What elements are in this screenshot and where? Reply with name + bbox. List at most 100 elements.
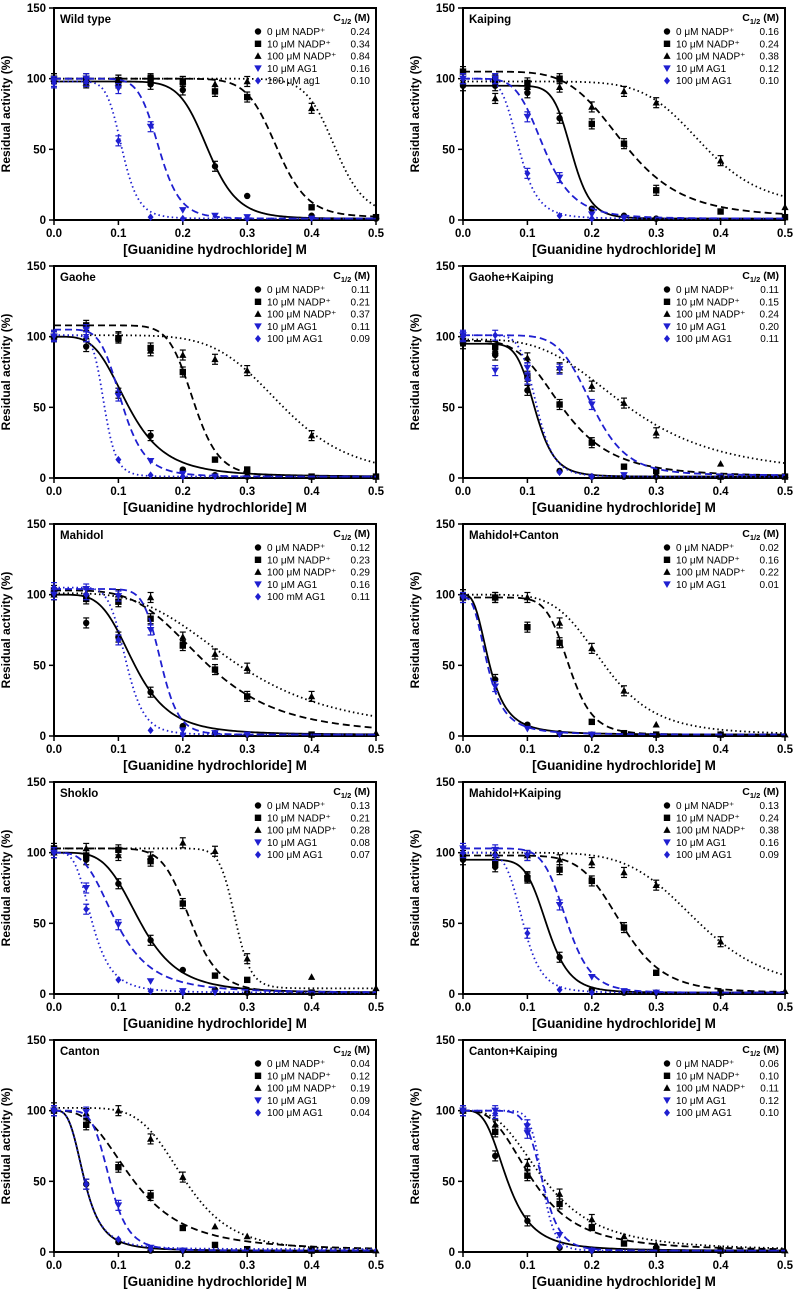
legend-c-half: 0.15 [760, 297, 780, 308]
data-point [556, 639, 563, 646]
chart-panel: 0 50 100 150 0.0 0.1 0.2 0.3 0.4 0.5 [Guanidine hy… [408, 1035, 794, 1289]
legend-marker [255, 850, 261, 859]
chart-panel: 0 50 100 150 0.0 0.1 0.2 0.3 0.4 0.5 [Guanidine hy… [0, 519, 385, 773]
chart-title: Canton+Kaiping [469, 1046, 558, 1058]
fit-curve [463, 342, 785, 478]
y-tick-label: 0 [449, 215, 455, 227]
data-point [524, 874, 531, 882]
y-tick-label: 0 [449, 1247, 455, 1259]
legend-label: 10 μM NADP⁺ [676, 39, 740, 50]
data-point [556, 115, 563, 122]
data-point [524, 1121, 531, 1129]
y-tick-label: 50 [33, 144, 46, 156]
y-tick-label: 0 [40, 215, 46, 227]
x-tick-label: 0.2 [175, 1260, 191, 1272]
data-point [147, 471, 154, 479]
data-point [781, 203, 789, 211]
series: 100 μM NADP⁺ 0.37 [50, 310, 380, 480]
data-point [51, 331, 57, 340]
fit-curve [54, 1109, 376, 1252]
data-point [491, 347, 499, 354]
fit-curve [463, 1109, 785, 1252]
y-tick-label: 100 [436, 848, 455, 860]
data-point [211, 88, 219, 95]
series: 100 μM AG1 0.09 [460, 847, 785, 997]
data-point [114, 851, 122, 859]
c-half-header: C1/2 (M) [333, 528, 370, 542]
series: 100 μM NADP⁺ 0.84 [50, 52, 380, 219]
chart-title: Kaiping [469, 14, 511, 26]
legend-c-half: 0.24 [760, 310, 780, 321]
legend-label: 100 μM NADP⁺ [267, 568, 336, 579]
c-half-header: C1/2 (M) [742, 1044, 779, 1058]
legend-marker [255, 592, 261, 601]
data-point [620, 472, 628, 479]
data-point [179, 900, 186, 907]
legend-marker [663, 814, 671, 821]
x-tick-label: 0.2 [175, 744, 191, 756]
fit-curve [463, 1109, 785, 1252]
x-tick-label: 0.0 [46, 228, 62, 240]
legend-label: 100 μM AG1 [267, 850, 323, 861]
legend-marker [663, 556, 671, 563]
y-tick-label: 150 [27, 261, 46, 273]
legend-c-half: 0.02 [760, 543, 780, 554]
data-point [556, 401, 563, 408]
legend-label: 0 μM NADP⁺ [676, 27, 734, 38]
data-point [588, 382, 596, 389]
plot-frame [462, 1039, 786, 1253]
chart-title: Mahidol [60, 530, 103, 542]
legend-c-half: 0.38 [760, 52, 780, 63]
c-half-header: C1/2 (M) [742, 528, 779, 542]
y-tick-label: 50 [33, 1176, 46, 1188]
data-point [83, 1121, 90, 1128]
y-tick-label: 0 [449, 731, 455, 743]
legend-c-half: 0.10 [760, 1108, 780, 1119]
c-half-header: C1/2 (M) [742, 12, 779, 26]
data-point [211, 650, 219, 657]
x-axis-label: [Guanidine hydrochloride] M [123, 1274, 307, 1289]
legend-c-half: 0.19 [351, 1084, 371, 1095]
y-tick-label: 150 [436, 3, 455, 15]
data-point [147, 432, 154, 439]
legend-label: 0 μM NADP⁺ [267, 285, 325, 296]
fit-curve [54, 77, 377, 208]
legend-label: 10 μM NADP⁺ [676, 297, 740, 308]
data-point [653, 1245, 660, 1253]
data-point [115, 976, 122, 984]
data-point [179, 838, 187, 846]
chart-panel: 0 50 100 150 0.0 0.1 0.2 0.3 0.4 0.5 [Guanidine hy… [0, 261, 385, 515]
series: 100 μM AG1 0.09 [51, 329, 376, 481]
data-point [524, 929, 531, 938]
legend-c-half: 0.11 [351, 322, 370, 333]
data-point [83, 590, 90, 599]
fit-curve [54, 1106, 377, 1251]
fit-curve [54, 80, 377, 220]
fit-curve [54, 851, 377, 994]
x-tick-label: 0.1 [110, 1260, 127, 1272]
fit-curve [463, 334, 786, 476]
x-tick-label: 0.3 [239, 744, 255, 756]
c-half-header: C1/2 (M) [333, 12, 370, 26]
data-point [179, 1224, 186, 1232]
x-tick-label: 0.0 [46, 744, 62, 756]
x-tick-label: 0.0 [455, 1260, 471, 1272]
legend-label: 10 μM AG1 [676, 580, 727, 591]
legend-label: 100 μM ag1 [267, 76, 320, 87]
x-tick-label: 0.2 [175, 486, 191, 498]
data-point [147, 615, 154, 622]
x-tick-label: 0.4 [304, 486, 321, 498]
data-point [115, 455, 122, 464]
series: 100 μM AG1 0.11 [460, 329, 785, 481]
x-axis-label: [Guanidine hydrochloride] M [532, 242, 716, 257]
legend-c-half: 0.11 [760, 1084, 779, 1095]
chart-title: Shoklo [60, 788, 98, 800]
legend-c-half: 0.16 [351, 64, 371, 75]
fit-curve [54, 328, 376, 478]
data-point [211, 972, 219, 979]
x-tick-label: 0.5 [777, 228, 794, 240]
data-point [652, 98, 660, 106]
legend-c-half: 0.04 [351, 1059, 371, 1070]
data-point [492, 1152, 499, 1160]
x-tick-label: 0.2 [175, 1002, 191, 1014]
